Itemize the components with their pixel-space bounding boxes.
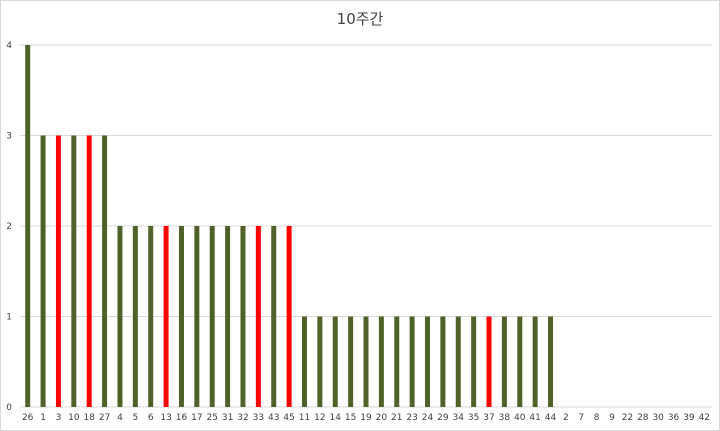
x-tick-label: 22	[622, 413, 633, 423]
x-tick-label: 41	[529, 413, 540, 423]
bar-44	[548, 316, 554, 407]
bar-38	[501, 316, 507, 407]
x-tick-label: 25	[206, 413, 217, 423]
bar-19	[363, 316, 369, 407]
x-tick-label: 35	[468, 413, 479, 423]
bar-6	[148, 226, 154, 407]
bar-40	[517, 316, 523, 407]
x-tick-label: 39	[683, 413, 695, 423]
x-axis-ticks: 26 1 3 10 18 27 4 5 6 13 16 17 25 31 32 33 43 45 11 12 14 15 1…	[22, 413, 710, 423]
y-tick-label: 4	[6, 41, 12, 51]
bar-25	[209, 226, 215, 407]
bar-43	[271, 226, 277, 407]
x-tick-label: 34	[453, 413, 465, 423]
bar-41	[532, 316, 538, 407]
bar-17	[194, 226, 200, 407]
x-tick-label: 13	[160, 413, 171, 423]
x-tick-label: 11	[299, 413, 310, 423]
bar-3	[55, 135, 61, 407]
chart-title: 10주간	[336, 10, 384, 28]
bar-34	[455, 316, 461, 407]
x-tick-label: 21	[391, 413, 402, 423]
x-tick-label: 43	[268, 413, 279, 423]
x-tick-label: 38	[499, 413, 511, 423]
x-tick-label: 16	[176, 413, 188, 423]
x-tick-label: 28	[637, 413, 649, 423]
x-tick-label: 36	[668, 413, 680, 423]
x-tick-label: 9	[609, 413, 615, 423]
x-tick-label: 26	[22, 413, 34, 423]
bar-37	[486, 316, 492, 407]
x-tick-label: 30	[652, 413, 664, 423]
bar-5	[132, 226, 138, 407]
bar-1	[40, 135, 46, 407]
x-tick-label: 8	[594, 413, 600, 423]
x-tick-label: 32	[237, 413, 248, 423]
bar-23	[409, 316, 415, 407]
x-tick-label: 45	[283, 413, 294, 423]
x-tick-label: 31	[222, 413, 233, 423]
x-tick-label: 3	[56, 413, 62, 423]
y-tick-label: 3	[6, 132, 12, 142]
x-tick-label: 1	[40, 413, 46, 423]
x-tick-label: 33	[253, 413, 264, 423]
bar-4	[117, 226, 123, 407]
bar-35	[471, 316, 477, 407]
x-tick-label: 2	[563, 413, 569, 423]
x-tick-label: 24	[422, 413, 434, 423]
x-tick-label: 20	[376, 413, 388, 423]
bar-15	[348, 316, 354, 407]
y-tick-label: 1	[6, 313, 12, 323]
x-tick-label: 14	[330, 413, 342, 423]
x-tick-label: 40	[514, 413, 526, 423]
y-axis-ticks: 0 1 2 3 4	[6, 41, 12, 413]
x-tick-label: 44	[545, 413, 557, 423]
bar-11	[301, 316, 307, 407]
bar-33	[255, 226, 261, 407]
bar-21	[394, 316, 400, 407]
bars	[25, 45, 554, 407]
bar-24	[425, 316, 431, 407]
bar-12	[317, 316, 323, 407]
bar-10	[71, 135, 77, 407]
bar-32	[240, 226, 246, 407]
x-tick-label: 10	[68, 413, 80, 423]
x-tick-label: 6	[148, 413, 154, 423]
bar-16	[178, 226, 184, 407]
x-tick-label: 18	[83, 413, 95, 423]
bar-45	[286, 226, 292, 407]
x-tick-label: 42	[699, 413, 710, 423]
x-tick-label: 4	[117, 413, 123, 423]
x-tick-label: 23	[406, 413, 417, 423]
y-tick-label: 0	[6, 403, 12, 413]
x-tick-label: 17	[191, 413, 202, 423]
x-tick-label: 5	[132, 413, 138, 423]
x-tick-label: 27	[99, 413, 110, 423]
bar-20	[378, 316, 384, 407]
x-tick-label: 12	[314, 413, 325, 423]
bar-29	[440, 316, 446, 407]
y-tick-label: 2	[6, 222, 12, 232]
x-tick-label: 29	[437, 413, 449, 423]
x-tick-label: 19	[360, 413, 372, 423]
bar-14	[332, 316, 338, 407]
bar-27	[102, 135, 108, 407]
x-tick-label: 7	[578, 413, 584, 423]
bar-13	[163, 226, 169, 407]
bar-31	[225, 226, 231, 407]
x-tick-label: 15	[345, 413, 356, 423]
bar-26	[25, 45, 31, 407]
x-tick-label: 37	[483, 413, 494, 423]
bar-18	[86, 135, 92, 407]
